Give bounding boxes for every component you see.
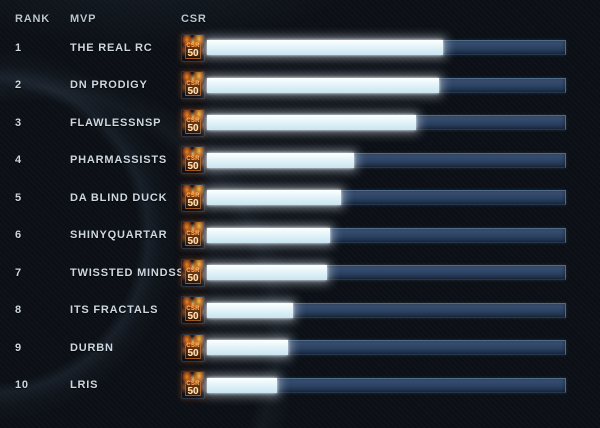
- leaderboard-rows: 1 THE REAL RC CSR 50 2 DN PRODIGY CSR 50…: [0, 29, 600, 404]
- csr-badge-value: 50: [187, 310, 199, 322]
- csr-progress-bar: [207, 377, 566, 393]
- player-name: DA BLIND DUCK: [70, 191, 168, 204]
- header-rank: RANK: [15, 13, 50, 25]
- csr-badge-plate: CSR 50: [185, 268, 201, 285]
- csr-badge-plate: CSR 50: [185, 305, 201, 322]
- csr-badge-value: 50: [187, 348, 199, 360]
- csr-badge-value: 50: [187, 385, 199, 397]
- csr-50-badge-icon: CSR 50: [181, 183, 205, 212]
- rank-cell: 6: [15, 229, 22, 242]
- csr-badge-label: CSR: [186, 118, 200, 125]
- rank-cell: 1: [15, 41, 22, 54]
- csr-bar-fill: [207, 77, 440, 93]
- leaderboard-row[interactable]: 1 THE REAL RC CSR 50: [0, 29, 600, 67]
- csr-bar-fill: [207, 227, 331, 243]
- csr-badge-value: 50: [187, 273, 199, 285]
- csr-badge-plate: CSR 50: [185, 193, 201, 210]
- csr-progress-bar: [207, 340, 566, 356]
- csr-progress-bar: [207, 40, 566, 56]
- leaderboard-row[interactable]: 6 SHINYQUARTAR CSR 50: [0, 217, 600, 255]
- leaderboard-row[interactable]: 3 FLAWLESSNSP CSR 50: [0, 104, 600, 142]
- leaderboard-row[interactable]: 9 DURBN CSR 50: [0, 329, 600, 367]
- player-name: LRIS: [70, 379, 99, 392]
- csr-badge-value: 50: [187, 85, 199, 97]
- header-mvp: MVP: [70, 13, 97, 25]
- csr-badge-value: 50: [187, 123, 199, 135]
- csr-badge-value: 50: [187, 48, 199, 60]
- csr-50-badge-icon: CSR 50: [181, 296, 205, 325]
- rank-cell: 3: [15, 116, 22, 129]
- csr-progress-bar: [207, 190, 566, 206]
- leaderboard-row[interactable]: 2 DN PRODIGY CSR 50: [0, 67, 600, 105]
- player-name: SHINYQUARTAR: [70, 229, 168, 242]
- csr-bar-fill: [207, 40, 443, 56]
- header-csr: CSR: [181, 13, 207, 25]
- csr-50-badge-icon: CSR 50: [181, 146, 205, 175]
- csr-badge-plate: CSR 50: [185, 230, 201, 247]
- csr-badge-plate: CSR 50: [185, 155, 201, 172]
- csr-badge-plate: CSR 50: [185, 43, 201, 60]
- csr-badge-plate: CSR 50: [185, 380, 201, 397]
- csr-badge-label: CSR: [186, 80, 200, 87]
- player-name: DURBN: [70, 341, 114, 354]
- csr-badge-label: CSR: [186, 155, 200, 162]
- rank-cell: 10: [15, 379, 29, 392]
- leaderboard-row[interactable]: 8 ITS FRACTALS CSR 50: [0, 292, 600, 330]
- leaderboard-row[interactable]: 7 TWISSTED MINDSS CSR 50: [0, 254, 600, 292]
- csr-50-badge-icon: CSR 50: [181, 333, 205, 362]
- csr-badge-label: CSR: [186, 305, 200, 312]
- csr-badge-value: 50: [187, 235, 199, 247]
- csr-50-badge-icon: CSR 50: [181, 221, 205, 250]
- csr-50-badge-icon: CSR 50: [181, 108, 205, 137]
- player-name: FLAWLESSNSP: [70, 116, 162, 129]
- leaderboard-row[interactable]: 4 PHARMASSISTS CSR 50: [0, 142, 600, 180]
- csr-progress-bar: [207, 265, 566, 281]
- rank-cell: 8: [15, 304, 22, 317]
- csr-bar-fill: [207, 265, 327, 281]
- csr-badge-label: CSR: [186, 193, 200, 200]
- csr-badge-label: CSR: [186, 380, 200, 387]
- csr-badge-plate: CSR 50: [185, 343, 201, 360]
- csr-progress-bar: [207, 77, 566, 93]
- table-header: RANK MVP CSR: [0, 0, 600, 28]
- player-name: ITS FRACTALS: [70, 304, 159, 317]
- csr-bar-fill: [207, 115, 417, 131]
- csr-progress-bar: [207, 302, 566, 318]
- csr-bar-fill: [207, 152, 354, 168]
- rank-cell: 2: [15, 79, 22, 92]
- rank-cell: 4: [15, 154, 22, 167]
- csr-badge-value: 50: [187, 160, 199, 172]
- csr-badge-label: CSR: [186, 343, 200, 350]
- csr-badge-label: CSR: [186, 268, 200, 275]
- player-name: DN PRODIGY: [70, 79, 148, 92]
- csr-badge-plate: CSR 50: [185, 80, 201, 97]
- csr-bar-fill: [207, 190, 342, 206]
- rank-cell: 7: [15, 266, 22, 279]
- csr-progress-bar: [207, 115, 566, 131]
- leaderboard-row[interactable]: 5 DA BLIND DUCK CSR 50: [0, 179, 600, 217]
- csr-bar-fill: [207, 340, 288, 356]
- csr-progress-bar: [207, 227, 566, 243]
- csr-50-badge-icon: CSR 50: [181, 371, 205, 400]
- csr-progress-bar: [207, 152, 566, 168]
- player-name: PHARMASSISTS: [70, 154, 167, 167]
- player-name: TWISSTED MINDSS: [70, 266, 185, 279]
- csr-50-badge-icon: CSR 50: [181, 71, 205, 100]
- csr-badge-plate: CSR 50: [185, 118, 201, 135]
- rank-cell: 9: [15, 341, 22, 354]
- csr-50-badge-icon: CSR 50: [181, 258, 205, 287]
- player-name: THE REAL RC: [70, 41, 153, 54]
- csr-badge-value: 50: [187, 198, 199, 210]
- csr-50-badge-icon: CSR 50: [181, 33, 205, 62]
- leaderboard-row[interactable]: 10 LRIS CSR 50: [0, 367, 600, 405]
- csr-badge-label: CSR: [186, 43, 200, 50]
- csr-bar-fill: [207, 302, 293, 318]
- rank-cell: 5: [15, 191, 22, 204]
- csr-badge-label: CSR: [186, 230, 200, 237]
- csr-bar-fill: [207, 377, 277, 393]
